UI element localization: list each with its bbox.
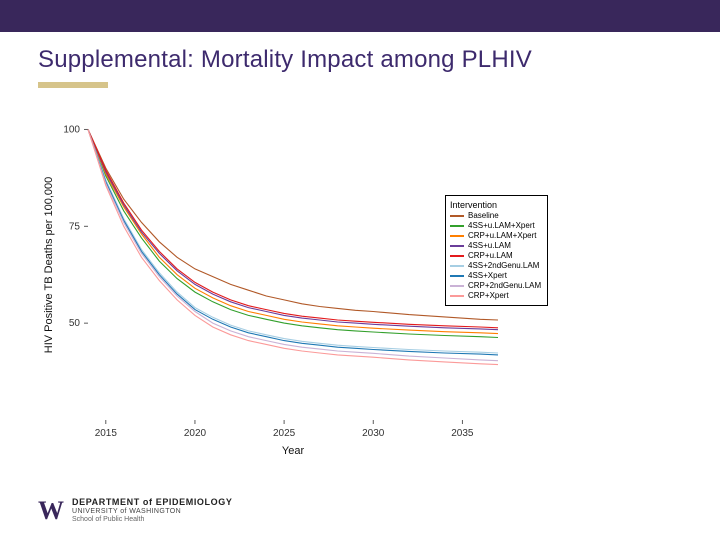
legend-label: CRP+u.LAM <box>468 251 513 261</box>
legend-item: 4SS+Xpert <box>450 271 541 281</box>
svg-text:2015: 2015 <box>95 428 118 439</box>
svg-text:2025: 2025 <box>273 428 296 439</box>
mortality-chart: 2015 2020 2025 2030 2035 50 75 100 Year HIV Posit… <box>38 100 508 460</box>
uw-logo: W <box>38 496 62 526</box>
svg-text:2035: 2035 <box>451 428 474 439</box>
legend-swatch <box>450 275 464 276</box>
legend-label: 4SS+2ndGenu.LAM <box>468 261 539 271</box>
legend-swatch <box>450 225 464 226</box>
svg-text:HIV Positive TB Deaths per 100: HIV Positive TB Deaths per 100,000 <box>43 177 55 354</box>
legend-label: 4SS+u.LAM <box>468 241 511 251</box>
school-name: School of Public Health <box>72 516 232 523</box>
legend-item: CRP+2ndGenu.LAM <box>450 281 541 291</box>
legend-label: CRP+Xpert <box>468 291 509 301</box>
legend-label: CRP+u.LAM+Xpert <box>468 231 536 241</box>
slide-title: Supplemental: Mortality Impact among PLH… <box>38 46 720 74</box>
header-bar <box>0 0 720 32</box>
legend-label: Baseline <box>468 211 499 221</box>
legend-swatch <box>450 265 464 266</box>
legend-swatch <box>450 235 464 236</box>
dept-name: DEPARTMENT of EPIDEMIOLOGY <box>72 498 232 507</box>
legend-swatch <box>450 285 464 286</box>
svg-text:50: 50 <box>69 318 81 329</box>
title-underline <box>38 82 108 88</box>
legend-label: 4SS+u.LAM+Xpert <box>468 221 535 231</box>
legend-item: 4SS+u.LAM <box>450 241 541 251</box>
footer: W DEPARTMENT of EPIDEMIOLOGY UNIVERSITY … <box>38 496 232 526</box>
legend-label: 4SS+Xpert <box>468 271 507 281</box>
svg-text:75: 75 <box>69 221 81 232</box>
legend-item: Baseline <box>450 211 541 221</box>
legend-swatch <box>450 215 464 216</box>
university-name: UNIVERSITY of WASHINGTON <box>72 508 232 515</box>
legend-title: Intervention <box>450 200 541 210</box>
legend-item: CRP+Xpert <box>450 291 541 301</box>
legend-swatch <box>450 295 464 296</box>
legend-swatch <box>450 245 464 246</box>
title-row: Supplemental: Mortality Impact among PLH… <box>0 32 720 74</box>
legend-item: CRP+u.LAM <box>450 251 541 261</box>
chart-svg: 2015 2020 2025 2030 2035 50 75 100 Year HIV Posit… <box>38 100 508 460</box>
legend-item: CRP+u.LAM+Xpert <box>450 231 541 241</box>
svg-text:100: 100 <box>63 124 80 135</box>
svg-text:Year: Year <box>282 445 305 457</box>
footer-text: DEPARTMENT of EPIDEMIOLOGY UNIVERSITY of… <box>72 498 232 523</box>
svg-text:2030: 2030 <box>362 428 385 439</box>
svg-text:2020: 2020 <box>184 428 207 439</box>
legend-item: 4SS+2ndGenu.LAM <box>450 261 541 271</box>
legend-label: CRP+2ndGenu.LAM <box>468 281 541 291</box>
legend-item: 4SS+u.LAM+Xpert <box>450 221 541 231</box>
legend-swatch <box>450 255 464 256</box>
chart-legend: Intervention Baseline4SS+u.LAM+XpertCRP+… <box>445 195 548 306</box>
